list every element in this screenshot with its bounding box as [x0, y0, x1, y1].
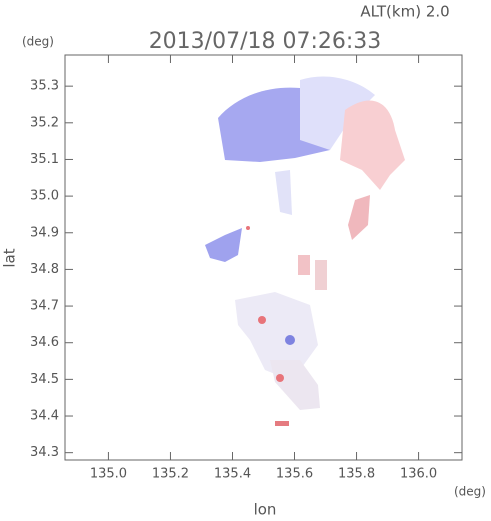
- y-tick-label: 34.3: [30, 445, 59, 460]
- plot-frame: [64, 54, 463, 461]
- echo-field: [205, 76, 405, 426]
- y-tick-label: 35.3: [30, 79, 59, 94]
- x-tick-label: 135.8: [338, 467, 375, 482]
- y-unit: (deg): [22, 35, 54, 49]
- echo-patch: [300, 76, 375, 150]
- y-tick-label: 35.0: [30, 189, 59, 204]
- y-axis-label: lat: [1, 248, 19, 267]
- x-tick-label: 135.6: [276, 467, 313, 482]
- x-tick-label: 136.0: [400, 467, 437, 482]
- y-tick-label: 34.6: [30, 335, 59, 350]
- x-unit: (deg): [454, 485, 486, 499]
- x-tick-label: 135.2: [152, 467, 189, 482]
- y-tick-label: 34.9: [30, 225, 59, 240]
- echo-patch: [285, 335, 295, 345]
- x-axis-label: lon: [254, 501, 277, 519]
- echo-patch: [246, 226, 250, 230]
- y-tick-label: 34.8: [30, 262, 59, 277]
- x-tick-label: 135.0: [90, 467, 127, 482]
- y-tick-label: 35.1: [30, 152, 59, 167]
- altitude-label: ALT(km) 2.0: [360, 3, 449, 21]
- y-tick-label: 35.2: [30, 115, 59, 130]
- echo-patch: [275, 421, 289, 426]
- echo-patch: [298, 255, 310, 275]
- y-tick-label: 34.5: [30, 372, 59, 387]
- echo-patch: [275, 170, 292, 215]
- x-tick-label: 135.4: [214, 467, 251, 482]
- echo-patch: [348, 195, 370, 240]
- echo-patch: [258, 316, 266, 324]
- echo-patch: [270, 360, 320, 410]
- echo-patch: [276, 374, 284, 382]
- echo-patch: [205, 228, 242, 262]
- y-tick-label: 34.4: [30, 409, 59, 424]
- echo-patch: [315, 260, 327, 290]
- y-tick-label: 34.7: [30, 299, 59, 314]
- chart-title: 2013/07/18 07:26:33: [149, 29, 382, 54]
- echo-patch: [235, 292, 318, 378]
- echo-patch: [340, 100, 405, 190]
